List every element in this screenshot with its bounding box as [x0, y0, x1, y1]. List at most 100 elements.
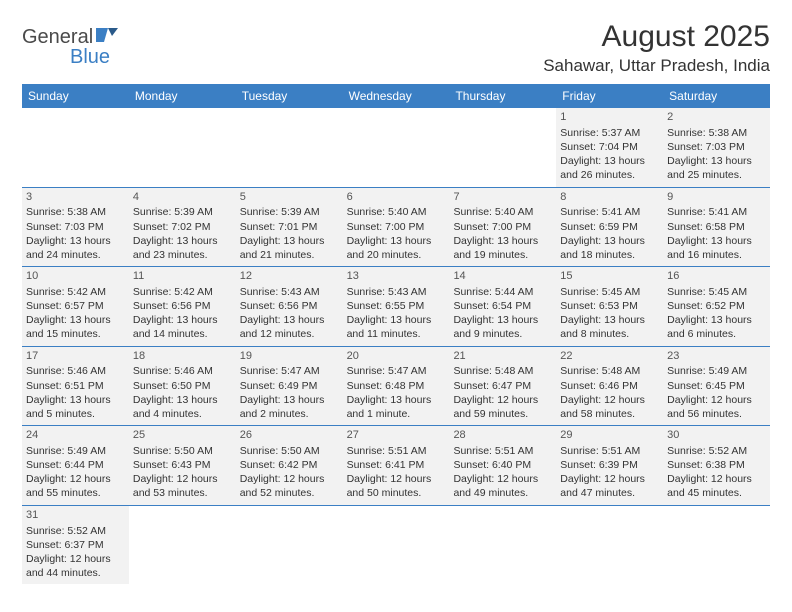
day-cell: 12Sunrise: 5:43 AMSunset: 6:56 PMDayligh…	[236, 267, 343, 346]
day-cell: 8Sunrise: 5:41 AMSunset: 6:59 PMDaylight…	[556, 188, 663, 267]
day-cell	[236, 506, 343, 585]
daylight-text: Daylight: 13 hours	[133, 393, 232, 407]
day-cell: 20Sunrise: 5:47 AMSunset: 6:48 PMDayligh…	[343, 347, 450, 426]
daylight-text: and 20 minutes.	[347, 248, 446, 262]
sunrise-text: Sunrise: 5:52 AM	[26, 524, 125, 538]
day-header: Wednesday	[343, 84, 450, 108]
week-row: 24Sunrise: 5:49 AMSunset: 6:44 PMDayligh…	[22, 426, 770, 506]
brand-part2: Blue	[70, 46, 110, 68]
daylight-text: Daylight: 12 hours	[26, 552, 125, 566]
sunset-text: Sunset: 6:47 PM	[453, 379, 552, 393]
day-header: Sunday	[22, 84, 129, 108]
day-number: 29	[560, 428, 659, 443]
day-cell: 13Sunrise: 5:43 AMSunset: 6:55 PMDayligh…	[343, 267, 450, 346]
daylight-text: and 4 minutes.	[133, 407, 232, 421]
day-cell: 2Sunrise: 5:38 AMSunset: 7:03 PMDaylight…	[663, 108, 770, 187]
day-number: 30	[667, 428, 766, 443]
day-number: 1	[560, 110, 659, 125]
day-header: Saturday	[663, 84, 770, 108]
daylight-text: Daylight: 12 hours	[453, 393, 552, 407]
day-cell: 17Sunrise: 5:46 AMSunset: 6:51 PMDayligh…	[22, 347, 129, 426]
sunrise-text: Sunrise: 5:44 AM	[453, 285, 552, 299]
day-cell: 5Sunrise: 5:39 AMSunset: 7:01 PMDaylight…	[236, 188, 343, 267]
sunset-text: Sunset: 6:51 PM	[26, 379, 125, 393]
day-number: 5	[240, 190, 339, 205]
sunset-text: Sunset: 6:53 PM	[560, 299, 659, 313]
day-cell: 4Sunrise: 5:39 AMSunset: 7:02 PMDaylight…	[129, 188, 236, 267]
day-number: 12	[240, 269, 339, 284]
day-cell: 14Sunrise: 5:44 AMSunset: 6:54 PMDayligh…	[449, 267, 556, 346]
sunset-text: Sunset: 6:38 PM	[667, 458, 766, 472]
week-row: 10Sunrise: 5:42 AMSunset: 6:57 PMDayligh…	[22, 267, 770, 347]
day-number: 18	[133, 349, 232, 364]
daylight-text: and 53 minutes.	[133, 486, 232, 500]
daylight-text: and 11 minutes.	[347, 327, 446, 341]
sunrise-text: Sunrise: 5:39 AM	[240, 205, 339, 219]
daylight-text: Daylight: 13 hours	[667, 154, 766, 168]
day-cell	[449, 506, 556, 585]
day-cell: 9Sunrise: 5:41 AMSunset: 6:58 PMDaylight…	[663, 188, 770, 267]
sunset-text: Sunset: 6:58 PM	[667, 220, 766, 234]
sunrise-text: Sunrise: 5:51 AM	[453, 444, 552, 458]
day-cell	[129, 506, 236, 585]
daylight-text: and 18 minutes.	[560, 248, 659, 262]
day-header: Monday	[129, 84, 236, 108]
daylight-text: and 55 minutes.	[26, 486, 125, 500]
daylight-text: Daylight: 12 hours	[240, 472, 339, 486]
day-number: 17	[26, 349, 125, 364]
day-cell: 16Sunrise: 5:45 AMSunset: 6:52 PMDayligh…	[663, 267, 770, 346]
daylight-text: and 25 minutes.	[667, 168, 766, 182]
week-row: 31Sunrise: 5:52 AMSunset: 6:37 PMDayligh…	[22, 506, 770, 585]
sunrise-text: Sunrise: 5:41 AM	[667, 205, 766, 219]
day-number: 10	[26, 269, 125, 284]
sunrise-text: Sunrise: 5:50 AM	[240, 444, 339, 458]
daylight-text: and 56 minutes.	[667, 407, 766, 421]
day-number: 13	[347, 269, 446, 284]
weeks-container: 1Sunrise: 5:37 AMSunset: 7:04 PMDaylight…	[22, 108, 770, 584]
day-number: 23	[667, 349, 766, 364]
sunset-text: Sunset: 6:57 PM	[26, 299, 125, 313]
day-number: 25	[133, 428, 232, 443]
day-cell: 19Sunrise: 5:47 AMSunset: 6:49 PMDayligh…	[236, 347, 343, 426]
day-cell	[22, 108, 129, 187]
sunrise-text: Sunrise: 5:48 AM	[560, 364, 659, 378]
daylight-text: Daylight: 13 hours	[240, 234, 339, 248]
sunset-text: Sunset: 7:02 PM	[133, 220, 232, 234]
daylight-text: Daylight: 13 hours	[347, 393, 446, 407]
daylight-text: and 58 minutes.	[560, 407, 659, 421]
daylight-text: Daylight: 12 hours	[667, 472, 766, 486]
day-cell	[556, 506, 663, 585]
sunset-text: Sunset: 7:03 PM	[667, 140, 766, 154]
day-number: 28	[453, 428, 552, 443]
sunrise-text: Sunrise: 5:40 AM	[347, 205, 446, 219]
day-cell	[129, 108, 236, 187]
sunrise-text: Sunrise: 5:50 AM	[133, 444, 232, 458]
day-cell: 31Sunrise: 5:52 AMSunset: 6:37 PMDayligh…	[22, 506, 129, 585]
sunrise-text: Sunrise: 5:46 AM	[26, 364, 125, 378]
sunrise-text: Sunrise: 5:45 AM	[560, 285, 659, 299]
daylight-text: and 19 minutes.	[453, 248, 552, 262]
sunrise-text: Sunrise: 5:52 AM	[667, 444, 766, 458]
daylight-text: and 26 minutes.	[560, 168, 659, 182]
day-header: Tuesday	[236, 84, 343, 108]
title-block: August 2025 Sahawar, Uttar Pradesh, Indi…	[543, 20, 770, 76]
sunset-text: Sunset: 6:46 PM	[560, 379, 659, 393]
sunset-text: Sunset: 6:55 PM	[347, 299, 446, 313]
sunrise-text: Sunrise: 5:38 AM	[667, 126, 766, 140]
sunrise-text: Sunrise: 5:47 AM	[347, 364, 446, 378]
sunset-text: Sunset: 6:41 PM	[347, 458, 446, 472]
day-number: 22	[560, 349, 659, 364]
day-cell: 24Sunrise: 5:49 AMSunset: 6:44 PMDayligh…	[22, 426, 129, 505]
sunset-text: Sunset: 6:49 PM	[240, 379, 339, 393]
week-row: 1Sunrise: 5:37 AMSunset: 7:04 PMDaylight…	[22, 108, 770, 188]
daylight-text: and 1 minute.	[347, 407, 446, 421]
sunrise-text: Sunrise: 5:47 AM	[240, 364, 339, 378]
sunrise-text: Sunrise: 5:51 AM	[560, 444, 659, 458]
daylight-text: Daylight: 12 hours	[560, 472, 659, 486]
sunrise-text: Sunrise: 5:42 AM	[26, 285, 125, 299]
day-cell: 6Sunrise: 5:40 AMSunset: 7:00 PMDaylight…	[343, 188, 450, 267]
day-number: 16	[667, 269, 766, 284]
daylight-text: Daylight: 12 hours	[26, 472, 125, 486]
sunrise-text: Sunrise: 5:38 AM	[26, 205, 125, 219]
day-number: 14	[453, 269, 552, 284]
